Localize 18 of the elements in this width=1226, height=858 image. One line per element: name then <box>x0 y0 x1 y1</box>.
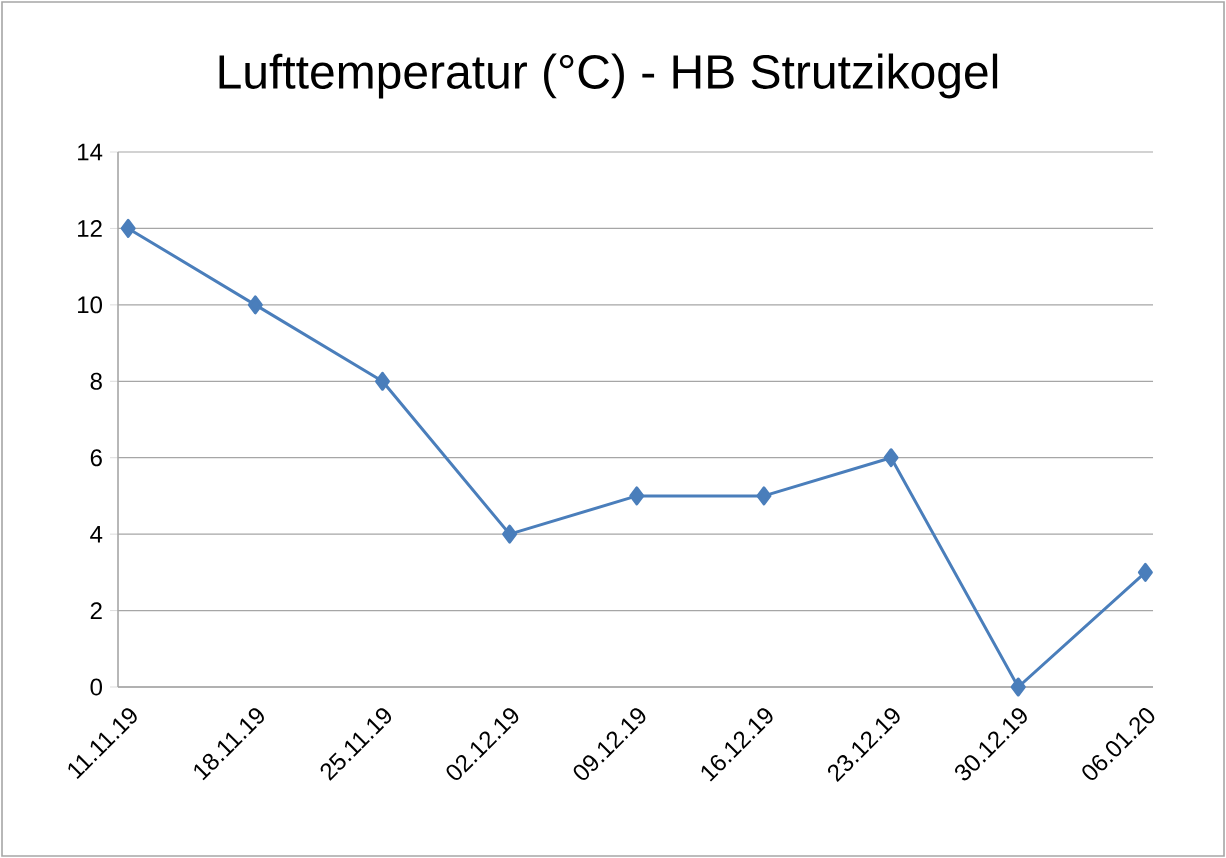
chart-title: Lufttemperatur (°C) - HB Strutzikogel <box>219 53 998 99</box>
point <box>374 371 390 391</box>
point <box>1137 562 1153 582</box>
point <box>756 486 772 506</box>
y-tick-label: 10 <box>78 296 103 314</box>
y-tick-label: 8 <box>90 372 102 390</box>
y-tick-label: 12 <box>78 220 102 237</box>
y-tick-label: 2 <box>90 602 102 619</box>
point <box>120 218 136 238</box>
y-tick-label: 4 <box>90 525 103 543</box>
point <box>247 295 263 315</box>
point <box>629 486 645 506</box>
y-tick-label: 6 <box>90 449 102 467</box>
y-tick-label: 14 <box>78 143 103 161</box>
point <box>1010 677 1026 697</box>
point <box>883 448 899 468</box>
point <box>502 524 518 544</box>
y-tick-label: 0 <box>90 678 103 696</box>
